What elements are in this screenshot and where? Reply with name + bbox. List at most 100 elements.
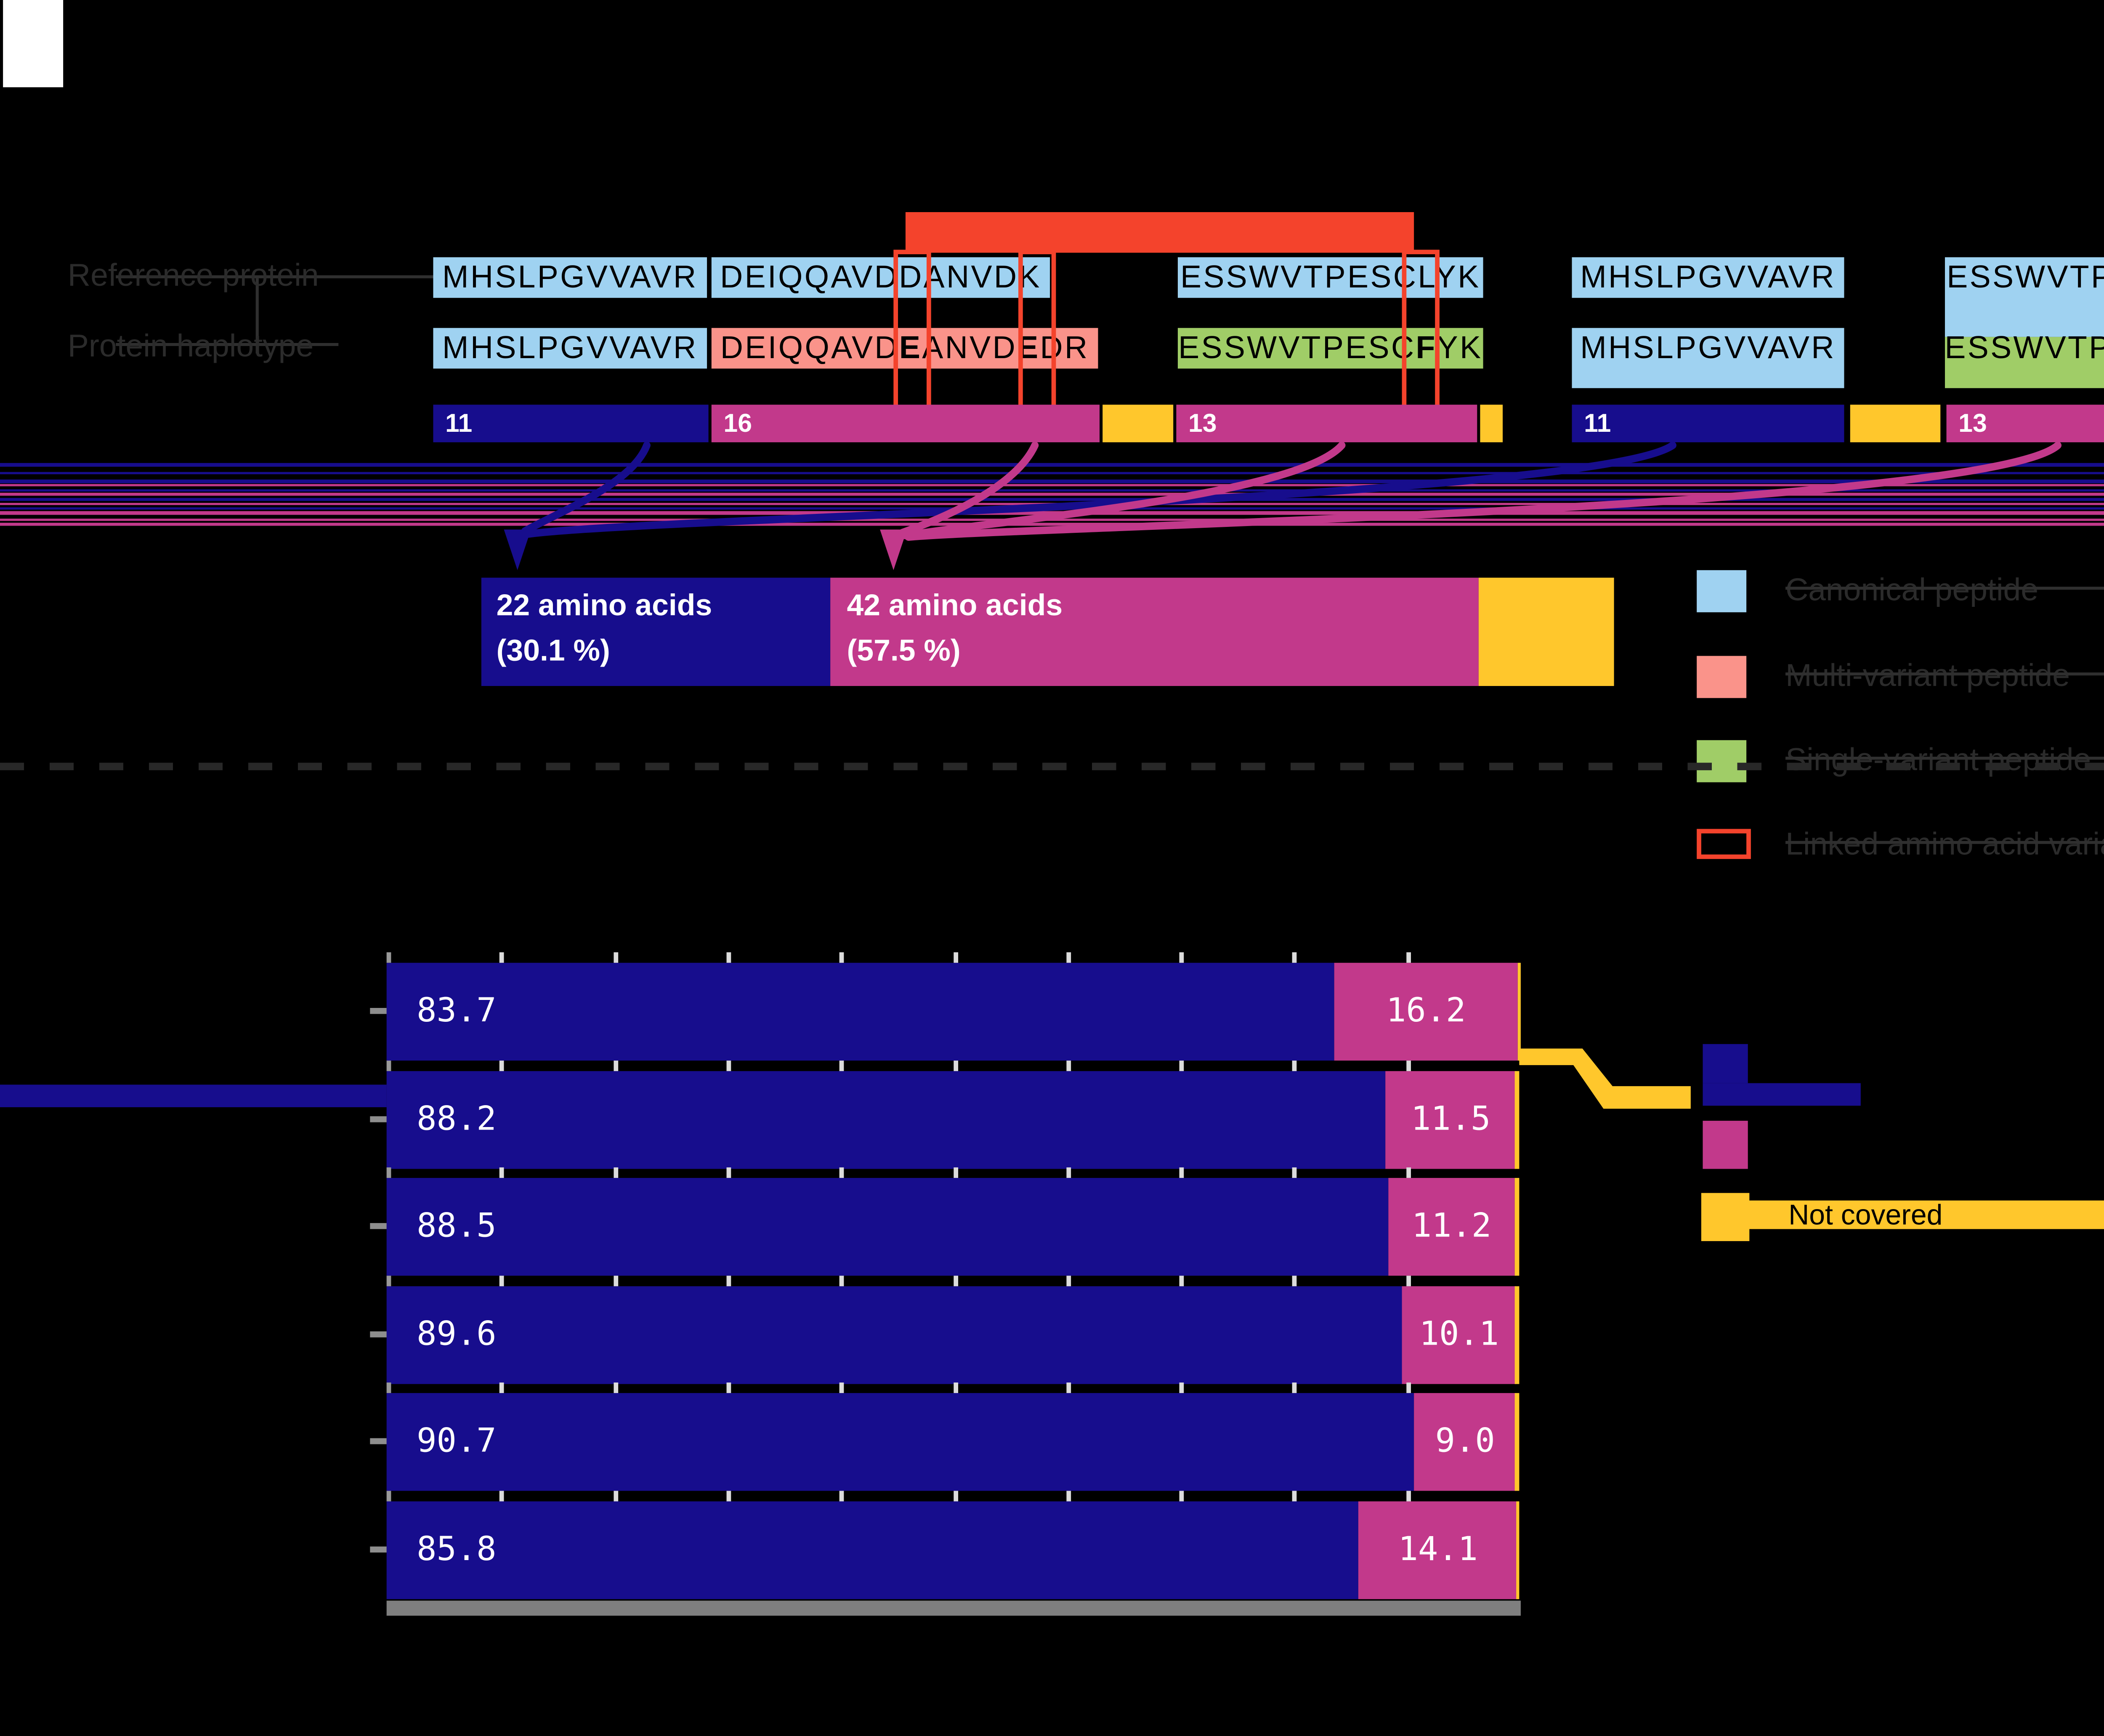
coverage-seg-canonical-2: 11 — [1572, 404, 1844, 442]
bar5-canonical — [386, 1393, 1414, 1491]
gridline-tick — [726, 1490, 731, 1501]
gridline-tick — [1179, 1490, 1184, 1501]
hap-essw-right-pre: ESSWVTPESC — [1945, 330, 2104, 365]
bar3-variant — [1388, 1178, 1515, 1276]
gridline-tick — [953, 1275, 958, 1286]
hap-peptide-mh-right: MHSLPGVVAVR — [1580, 330, 1836, 365]
legend-swatch-linked — [1697, 829, 1751, 859]
y-tick-6 — [370, 1545, 387, 1552]
chart-legend-canonical-swatch — [1703, 1044, 1748, 1083]
bar1-variant — [1334, 962, 1518, 1061]
gridline-tick — [613, 1275, 618, 1286]
gridline-tick — [386, 1275, 391, 1286]
gridline-tick — [953, 952, 958, 963]
gridline-tick — [613, 952, 618, 963]
legend-line-singlevariant — [1785, 757, 2104, 760]
chart-bar-row-2: 88.2 11.5 — [386, 1070, 1520, 1168]
gridline-tick — [613, 1490, 618, 1501]
gridline-tick — [839, 1382, 845, 1393]
arrowhead-variant — [880, 529, 907, 570]
bar1-canonical — [386, 962, 1334, 1061]
haplotype-label-line — [116, 343, 339, 346]
gridline-tick — [386, 1490, 391, 1501]
y-tick-5 — [370, 1438, 387, 1444]
hap-essw-post: YK — [1437, 330, 1483, 365]
gridline-tick — [839, 1490, 845, 1501]
ref-peptide-mh-right: MHSLPGVVAVR — [1580, 259, 1836, 294]
bar1-variant-value: 16.2 — [1386, 993, 1466, 1031]
gridline-tick — [839, 1167, 845, 1178]
reference-protein-label: Reference protein — [67, 258, 319, 294]
gridline-tick — [839, 952, 845, 963]
bar5-canonical-value: 90.7 — [417, 1423, 497, 1461]
gridline-tick — [613, 1382, 618, 1393]
ref-peptide-essw-right-bg — [1945, 257, 2104, 337]
gridline-tick — [1179, 1167, 1184, 1178]
chart-legend-notcovered-swatch — [1701, 1193, 1750, 1242]
gridline-tick — [1292, 1275, 1297, 1286]
coverage-seg-notcovered-3 — [1850, 404, 1941, 442]
ref-peptide-esswvtpesclyk: ESSWVTPESCLYK — [1177, 257, 1483, 298]
legend-label-singlevariant: Single-variant peptide — [1785, 743, 2091, 778]
bar6-notcovered — [1516, 1500, 1520, 1599]
gridline-tick — [613, 1167, 618, 1178]
gridline-tick — [1406, 1382, 1411, 1393]
linked-variants-bracket — [905, 212, 1414, 253]
legend-swatch-multivariant — [1697, 656, 1747, 698]
not-covered-ribbon — [1519, 1048, 1691, 1109]
y-tick-1 — [370, 1008, 387, 1014]
gridline-tick — [499, 1490, 505, 1501]
bar5-variant-value: 9.0 — [1435, 1423, 1495, 1461]
hap-mid-pre: DEIQQAVD — [720, 330, 899, 365]
gridline-tick — [386, 1167, 391, 1178]
chart-legend-notcovered-band — [1703, 1200, 2104, 1229]
legend-line-multivariant — [1785, 672, 2104, 676]
gridline-tick — [1066, 1275, 1071, 1286]
gridline-tick — [953, 1382, 958, 1393]
gridline-tick — [1179, 952, 1184, 963]
coverage-seg-variant-2: 13 — [1176, 404, 1477, 442]
ref-peptide-deiqqavddanvdk: DEIQQAVDDANVDK — [711, 257, 1050, 298]
gridline-tick — [1406, 952, 1411, 963]
gridline-tick — [953, 1490, 958, 1501]
chart-legend-variant-swatch — [1703, 1121, 1748, 1169]
coverage-seg-notcovered-1 — [1102, 404, 1174, 442]
summary-bar-notcovered — [1478, 577, 1614, 686]
gridline-tick — [726, 1060, 731, 1071]
legend-swatch-singlevariant — [1697, 740, 1747, 782]
chart-bar-row-3: 88.5 11.2 — [386, 1178, 1520, 1276]
gridline-tick — [613, 1060, 618, 1071]
gridline-tick — [499, 1275, 505, 1286]
chart-legend-canonical-line-left — [0, 1085, 387, 1107]
chart-bar-row-5: 90.7 9.0 — [386, 1393, 1520, 1491]
reference-label-line — [116, 275, 435, 279]
gridline-tick — [386, 1382, 391, 1393]
hap-peptide-mh-right-bg — [1572, 328, 1844, 388]
bar4-variant — [1402, 1285, 1517, 1383]
y-tick-2 — [370, 1115, 387, 1122]
summary-canonical-line2: (30.1 %) — [496, 635, 610, 668]
gridline-tick — [726, 1275, 731, 1286]
coverage-seg-variant-3: 13 — [1946, 404, 2104, 442]
bar3-canonical — [386, 1178, 1389, 1276]
gridline-tick — [1406, 1275, 1411, 1286]
gridline-tick — [1292, 1382, 1297, 1393]
gridline-tick — [1292, 952, 1297, 963]
gridline-tick — [499, 952, 505, 963]
gridline-tick — [953, 1167, 958, 1178]
x-axis-line — [386, 1600, 1521, 1616]
gridline-tick — [726, 952, 731, 963]
chart-bar-row-4: 89.6 10.1 — [386, 1285, 1520, 1383]
summary-bar-variant — [830, 577, 1479, 686]
gridline-tick — [1066, 952, 1071, 963]
chart-bar-row-6: 85.8 14.1 — [386, 1500, 1520, 1599]
bar2-variant-value: 11.5 — [1411, 1100, 1491, 1138]
gridline-tick — [1179, 1060, 1184, 1071]
gridline-tick — [1066, 1490, 1071, 1501]
gridline-tick — [1292, 1167, 1297, 1178]
bar6-canonical — [386, 1500, 1358, 1599]
label-connector-line — [255, 278, 259, 354]
legend-label-multivariant: Multi-variant peptide — [1785, 659, 2070, 694]
gridline-tick — [1406, 1490, 1411, 1501]
